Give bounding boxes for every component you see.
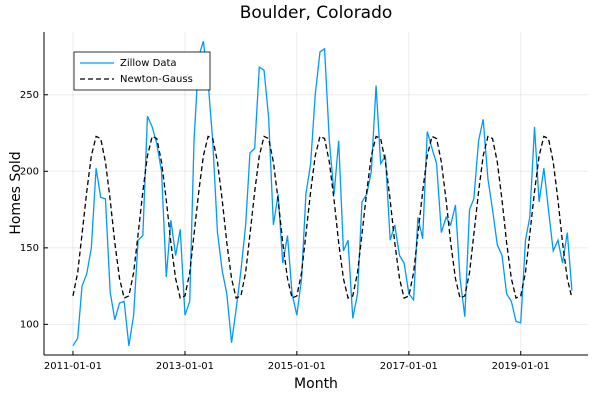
series-line: [72, 40, 573, 347]
legend-label: Zillow Data: [120, 58, 177, 69]
series-line: [72, 135, 573, 299]
x-tick-label: 2015-01-01: [268, 361, 326, 372]
x-tick-label: 2017-01-01: [380, 361, 438, 372]
legend-label: Newton-Gauss: [120, 74, 193, 85]
legend-box: [73, 51, 211, 91]
y-tick-label: 100: [20, 319, 39, 330]
x-tick-label: 2011-01-01: [44, 361, 102, 372]
y-axis-label: Homes Sold: [8, 151, 24, 234]
x-tick-label: 2013-01-01: [156, 361, 214, 372]
y-tick-label: 200: [20, 166, 39, 177]
x-tick-label: 2019-01-01: [492, 361, 550, 372]
chart-title: Boulder, Colorado: [240, 3, 393, 23]
x-axis-label: Month: [294, 376, 338, 392]
y-tick-label: 150: [20, 243, 39, 254]
y-tick-label: 250: [20, 90, 39, 101]
